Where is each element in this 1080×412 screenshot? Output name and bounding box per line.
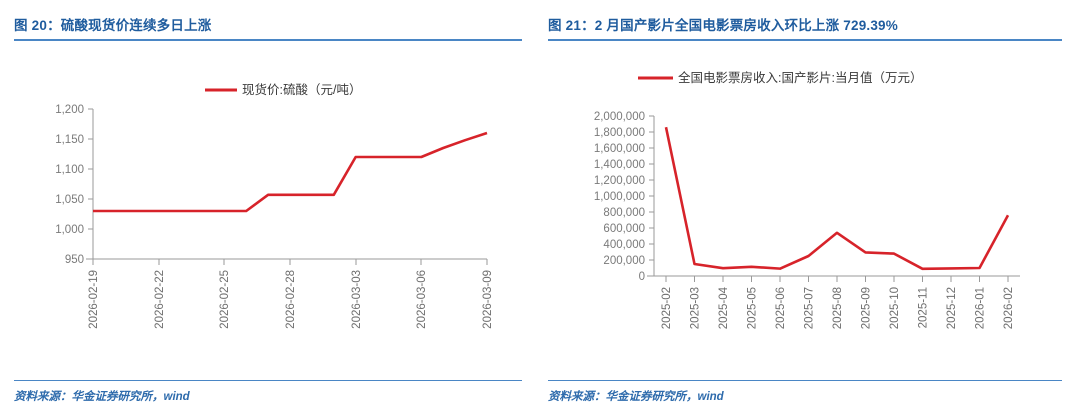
y-ticks-right [647, 115, 654, 277]
x-tick-label: 2026-03-03 [351, 270, 363, 329]
x-tick-label: 2026-02-19 [88, 270, 100, 329]
y-tick-label: 1,000 [55, 224, 84, 236]
figure-panel-20: 图 20：硫酸现货价连续多日上涨 现货价:硫酸（元/吨） [0, 18, 540, 403]
y-tick-label: 1,400,000 [594, 159, 645, 171]
y-tick-label: 800,000 [603, 207, 645, 219]
x-tick-label: 2026-02-25 [219, 270, 231, 329]
chart-legend-right: 全国电影票房收入:国产影片:当月值（万元） [638, 70, 922, 85]
x-tick-label: 2025-07 [804, 287, 816, 329]
legend-label-left: 现货价:硫酸（元/吨） [242, 82, 361, 97]
caption-divider-left [14, 39, 522, 41]
box-office-revenue-chart: 全国电影票房收入:国产影片:当月值（万元） [594, 70, 1020, 329]
x-tick-label: 2026-02-22 [154, 270, 166, 329]
y-axis-left: 1,200 1,150 1,100 1,050 1,000 950 [55, 104, 94, 266]
y-tick-label: 1,150 [55, 134, 84, 146]
y-tick-label: 950 [65, 254, 84, 266]
y-tick-label: 1,100 [55, 164, 84, 176]
x-tick-marks [665, 276, 1009, 282]
y-tick-label: 600,000 [603, 223, 645, 235]
y-tick-label: 1,800,000 [594, 127, 645, 139]
y-tick-label: 200,000 [603, 255, 645, 267]
caption-divider-right [548, 39, 1062, 41]
y-tick-label: 1,200 [55, 104, 84, 116]
y-tick-label: 1,050 [55, 194, 84, 206]
series-line-box-office [664, 126, 1010, 271]
sulfuric-acid-price-chart: 现货价:硫酸（元/吨） 1,200 1,150 1,100 [55, 82, 494, 329]
figure-caption-21: 图 21：2 月国产影片全国电影票房收入环比上涨 729.39% [548, 18, 898, 33]
x-tick-label: 2026-03-09 [482, 270, 494, 329]
x-tick-label: 2025-12 [946, 287, 958, 329]
y-tick-label: 2,000,000 [594, 111, 645, 123]
x-tick-label: 2025-03 [690, 287, 702, 329]
legend-label-right: 全国电影票房收入:国产影片:当月值（万元） [678, 70, 922, 85]
y-tick-label: 400,000 [603, 239, 645, 251]
y-ticks-left [86, 108, 93, 260]
figure-panel-21: 图 21：2 月国产影片全国电影票房收入环比上涨 729.39% 全国电影票房收… [540, 0, 1080, 412]
x-tick-label: 2026-03-06 [416, 270, 428, 329]
source-note-right: 资料来源：华金证券研究所，wind [548, 391, 724, 403]
footer-divider-right [548, 379, 1062, 381]
series-line-sulfuric-acid [93, 131, 488, 213]
x-tick-label: 2025-05 [747, 287, 759, 329]
x-tick-label: 2026-02 [1003, 287, 1015, 329]
x-tick-label: 2025-10 [889, 287, 901, 329]
x-tick-label: 2025-06 [775, 287, 787, 329]
y-tick-label: 1,000,000 [594, 191, 645, 203]
y-tick-label: 0 [639, 271, 645, 283]
x-tick-label: 2025-04 [718, 286, 730, 329]
x-axis-right: 2025-02 2025-03 2025-04 2025-05 2025-06 2025-… [654, 275, 1020, 329]
x-tick-label: 2025-11 [918, 287, 930, 328]
source-note-left: 资料来源：华金证券研究所，wind [14, 391, 190, 403]
y-tick-label: 1,600,000 [594, 143, 645, 155]
y-axis-right: 2,000,000 1,800,000 1,600,000 1,400,000 … [594, 111, 655, 283]
chart-right: 全国电影票房收入:国产影片:当月值（万元） [540, 46, 1080, 376]
x-tick-labels: 2025-02 2025-03 2025-04 2025-05 2025-06 2025-… [661, 286, 1015, 329]
x-tick-label: 2025-02 [661, 287, 673, 329]
chart-legend-left: 现货价:硫酸（元/吨） [205, 82, 361, 97]
x-tick-label: 2026-02-28 [285, 270, 297, 329]
x-axis-left: 2026-02-19 2026-02-22 2026-02-25 2026-02… [88, 258, 494, 329]
footer-divider-left [14, 379, 522, 381]
figure-caption-20: 图 20：硫酸现货价连续多日上涨 [14, 18, 212, 33]
x-tick-label: 2025-09 [861, 287, 873, 329]
x-tick-label: 2026-01 [975, 287, 987, 329]
x-tick-label: 2025-08 [832, 287, 844, 329]
y-tick-label: 1,200,000 [594, 175, 645, 187]
chart-left: 现货价:硫酸（元/吨） 1,200 1,150 1,100 [0, 46, 540, 376]
